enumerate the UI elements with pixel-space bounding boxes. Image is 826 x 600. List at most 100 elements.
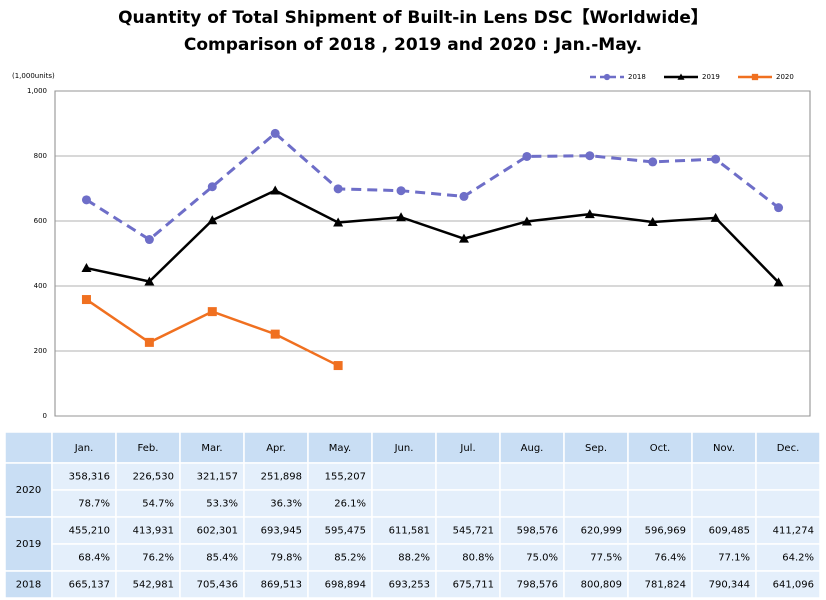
table-cell (627, 462, 693, 491)
table-cell (499, 489, 565, 518)
count-cell: 675,711 (453, 580, 494, 591)
count-cell: 665,137 (69, 580, 110, 591)
count-cell: 596,969 (645, 526, 686, 537)
count-cell: 705,436 (197, 580, 238, 591)
table-cell (563, 489, 629, 518)
data-point (773, 277, 784, 287)
y-tick-label: 400 (34, 282, 47, 290)
table-cell (755, 431, 821, 464)
data-point (270, 128, 280, 138)
y-tick-label: 1,000 (27, 87, 47, 95)
table-cell (435, 489, 501, 518)
count-cell: 598,576 (517, 526, 558, 537)
data-point (81, 295, 91, 305)
ratio-cell: 79.8% (270, 553, 302, 564)
legend-label: 2020 (776, 73, 794, 81)
count-cell: 595,475 (325, 526, 366, 537)
legend-marker (751, 73, 759, 81)
table-cell (307, 431, 373, 464)
column-header: Dec. (777, 443, 800, 454)
data-point (584, 209, 595, 219)
table-cell (51, 516, 117, 545)
data-point (207, 307, 217, 317)
ratio-cell: 77.5% (590, 553, 622, 564)
series-line (85, 131, 780, 242)
count-cell: 545,721 (453, 526, 494, 537)
table-cell (563, 543, 629, 572)
table-cell (115, 570, 181, 599)
data-point (333, 217, 344, 227)
row-header: 2020 (16, 485, 41, 496)
data-point (521, 216, 532, 226)
data-point (522, 151, 532, 161)
count-cell: 411,274 (773, 526, 814, 537)
table-cell (691, 489, 757, 518)
ratio-cell: 88.2% (398, 553, 430, 564)
column-header: Feb. (138, 443, 159, 454)
data-point (270, 329, 280, 339)
ratio-cell: 80.8% (462, 553, 494, 564)
legend-marker (603, 73, 611, 81)
count-cell: 693,945 (261, 526, 302, 537)
table-cell (691, 431, 757, 464)
table-cell (755, 570, 821, 599)
count-cell: 155,207 (325, 472, 366, 483)
table-cell (755, 462, 821, 491)
chart-title: Quantity of Total Shipment of Built-in L… (118, 7, 708, 28)
count-cell: 869,513 (261, 580, 302, 591)
ratio-cell: 76.2% (142, 553, 174, 564)
count-cell: 693,253 (389, 580, 430, 591)
column-header: May. (329, 443, 351, 454)
ratio-cell: 78.7% (78, 499, 110, 510)
data-point (81, 195, 91, 205)
table-cell (691, 462, 757, 491)
table-cell (307, 570, 373, 599)
data-point (585, 151, 595, 161)
ratio-cell: 85.4% (206, 553, 238, 564)
data-point (270, 185, 281, 195)
data-point (710, 212, 721, 222)
count-cell: 542,981 (133, 580, 174, 591)
table-cell (51, 543, 117, 572)
table-cell (435, 431, 501, 464)
ratio-cell: 77.1% (718, 553, 750, 564)
y-tick-label: 200 (34, 347, 47, 355)
table-cell (627, 489, 693, 518)
count-cell: 790,344 (709, 580, 750, 591)
series-line (86, 189, 780, 284)
table-cell (243, 489, 309, 518)
data-point (648, 157, 658, 167)
data-point (207, 215, 218, 225)
column-header: Jan. (74, 443, 94, 454)
table-cell (51, 570, 117, 599)
table-cell (51, 431, 117, 464)
data-point (333, 184, 343, 194)
column-header: Oct. (650, 443, 670, 454)
table-cell (755, 489, 821, 518)
row-header: 2019 (16, 539, 41, 550)
plot-frame (54, 90, 811, 417)
table-cell (435, 570, 501, 599)
legend-marker (677, 73, 685, 80)
count-cell: 641,096 (773, 580, 814, 591)
y-tick-label: 800 (34, 152, 47, 160)
table-cell (563, 462, 629, 491)
count-cell: 358,316 (69, 472, 110, 483)
column-header: Jul. (459, 443, 475, 454)
count-cell: 620,999 (581, 526, 622, 537)
table-cell (371, 489, 437, 518)
count-cell: 609,485 (709, 526, 750, 537)
table-cell (435, 462, 501, 491)
table-cell (179, 431, 245, 464)
column-header: Aug. (521, 443, 544, 454)
count-cell: 698,894 (325, 580, 366, 591)
data-point (333, 361, 343, 371)
table-cell (115, 462, 181, 491)
legend-label: 2018 (628, 73, 646, 81)
chart-subtitle: Comparison of 2018 , 2019 and 2020 : Jan… (184, 35, 642, 55)
table-cell (115, 543, 181, 572)
count-cell: 251,898 (261, 472, 302, 483)
column-header: Nov. (713, 443, 735, 454)
count-cell: 321,157 (197, 472, 238, 483)
data-point (144, 276, 155, 286)
